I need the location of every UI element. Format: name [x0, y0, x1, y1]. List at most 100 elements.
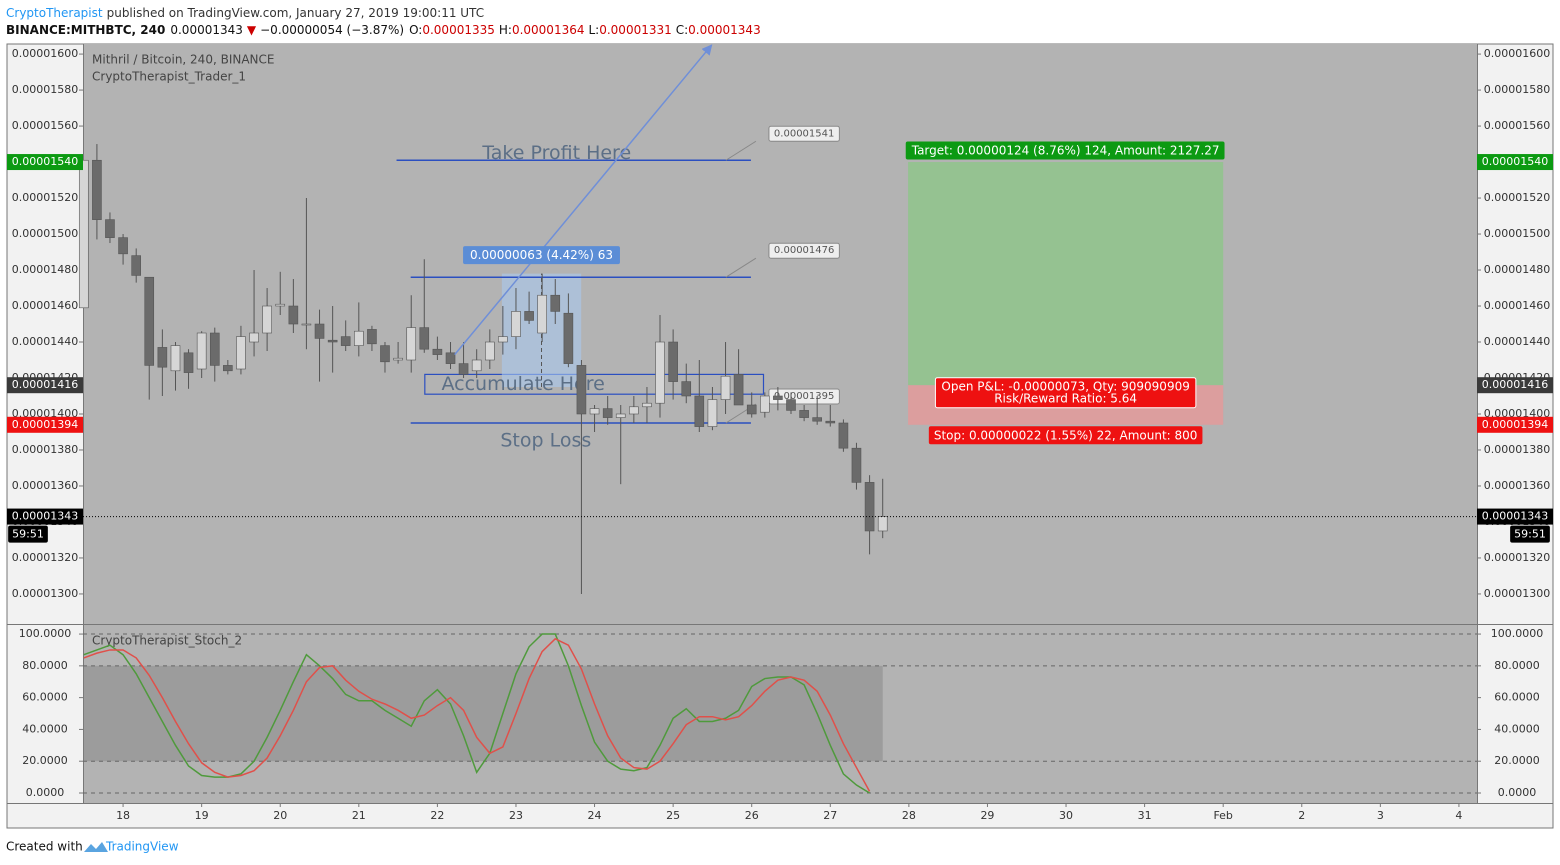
y-tick-label: 0.00001500 [12, 227, 78, 240]
price-badge-label: 0.00001416 [12, 378, 78, 391]
x-tick-label: 19 [195, 809, 209, 822]
level-label: Stop Loss [500, 429, 591, 451]
candle-body [485, 341, 495, 361]
y-tick-label: 60.0000 [22, 691, 68, 704]
candle-body [196, 332, 207, 370]
candle-body [118, 237, 128, 255]
candle-body [275, 303, 286, 307]
y-tick-label: 0.00001480 [1484, 263, 1550, 276]
price-badge-label: 0.00001416 [1482, 378, 1548, 391]
callout: 0.00001476 [774, 245, 834, 256]
y-tick-label: 0.00001440 [1484, 335, 1550, 348]
footer-brand[interactable]: TradingView [105, 840, 179, 854]
y-tick-label: 0.00001460 [1484, 299, 1550, 312]
countdown: 59:51 [12, 528, 44, 541]
x-tick-label: 26 [745, 809, 759, 822]
price-badge-label: 0.00001343 [12, 510, 78, 523]
y-tick-label: 60.0000 [1494, 691, 1540, 704]
publish-line: CryptoTherapist published on TradingView.… [6, 6, 484, 20]
candle-body [851, 447, 862, 483]
x-tick-label: 23 [509, 809, 523, 822]
price-badge-label: 0.00001540 [1482, 155, 1548, 168]
candle-body [825, 420, 836, 424]
price-badge [1477, 508, 1553, 525]
x-tick-label: 27 [823, 809, 837, 822]
candle-body [327, 339, 338, 343]
symbol-line: BINANCE:MITHBTC, 240 0.00001343 ▼ −0.000000… [6, 23, 761, 37]
candle-body [144, 276, 155, 366]
candle-body [249, 332, 259, 343]
candle-body [301, 323, 312, 326]
logo [84, 842, 108, 852]
x-tick-label: 22 [430, 809, 444, 822]
candle-body [524, 311, 534, 321]
y-tick-label: 0.00001380 [12, 443, 78, 456]
candle-body [354, 330, 364, 346]
x-tick-label: 20 [273, 809, 287, 822]
price-badge [7, 154, 83, 171]
author[interactable]: CryptoTherapist [6, 6, 103, 20]
candle-body [78, 159, 89, 309]
y-tick-label: 40.0000 [22, 722, 68, 735]
price-badge [7, 508, 83, 525]
symbol: BINANCE:MITHBTC, 240 [6, 23, 165, 37]
y-tick-label: 0.00001380 [1484, 443, 1550, 456]
stop-label-bg [928, 426, 1203, 445]
ohlc-value: 0.00001335 [422, 23, 495, 37]
candle-body [720, 375, 731, 400]
stoch-line [83, 633, 870, 794]
callout: 0.00001395 [774, 391, 834, 402]
published: published on TradingView.com, January 27… [107, 6, 484, 20]
accumulate-zone [424, 373, 765, 395]
candle-body [760, 395, 770, 413]
level-label: Take Profit Here [481, 142, 631, 164]
target-label: Target: 0.00000124 (8.76%) 124, Amount: … [911, 144, 1220, 158]
candle-body [262, 305, 272, 334]
x-tick-label: 4 [1455, 809, 1462, 822]
measure-label-bg [463, 246, 620, 265]
price-badge [1477, 377, 1553, 394]
candle-body [707, 399, 718, 427]
ohlc-label: C: [676, 23, 688, 37]
chart-title: Mithril / Bitcoin, 240, BINANCE [92, 53, 274, 67]
y-tick-label: 0.00001520 [12, 191, 78, 204]
candle-body [602, 408, 613, 418]
candle-body [170, 345, 181, 372]
callout: 0.00001541 [774, 128, 834, 139]
y-tick-label: 0.00001400 [1484, 407, 1550, 420]
pnl-label: Open P&L: -0.00000073, Qty: 909090909 [941, 380, 1189, 394]
candle-body [432, 348, 443, 355]
countdown: 59:51 [1514, 528, 1546, 541]
ohlc-value: 0.00001364 [512, 23, 585, 37]
x-tick-label: 30 [1059, 809, 1073, 822]
y-tick-label: 0.0000 [26, 786, 65, 799]
candle-body [471, 359, 482, 372]
candle-body [458, 363, 469, 375]
candle-body [550, 294, 561, 312]
y-tick-label: 0.00001360 [1484, 479, 1550, 492]
callout-pointer [725, 257, 757, 278]
candle-body [812, 417, 822, 422]
candle-body [511, 311, 521, 337]
candle-body [746, 404, 757, 415]
pnl-bg [934, 377, 1197, 409]
y-tick-label: 100.0000 [1491, 627, 1544, 640]
candle-body [615, 413, 626, 418]
y-tick-label: 20.0000 [1494, 754, 1540, 767]
y-tick-label: 0.00001580 [1484, 83, 1550, 96]
candle-body [537, 294, 547, 334]
x-tick-label: 18 [116, 809, 130, 822]
ohlc-value: 0.00001343 [688, 23, 761, 37]
x-tick-label: 25 [666, 809, 680, 822]
candle-body [498, 336, 508, 343]
price-badge-label: 0.00001540 [12, 155, 78, 168]
countdown-bg [1510, 525, 1550, 543]
change: −0.00000054 (−3.87%) [260, 23, 404, 37]
candle-body [380, 345, 390, 363]
candle-body [786, 399, 796, 411]
y-tick-label: 40.0000 [1494, 722, 1540, 735]
candle-body [183, 352, 194, 373]
target-label-bg [905, 141, 1225, 160]
y-tick-label: 0.00001560 [12, 119, 78, 132]
